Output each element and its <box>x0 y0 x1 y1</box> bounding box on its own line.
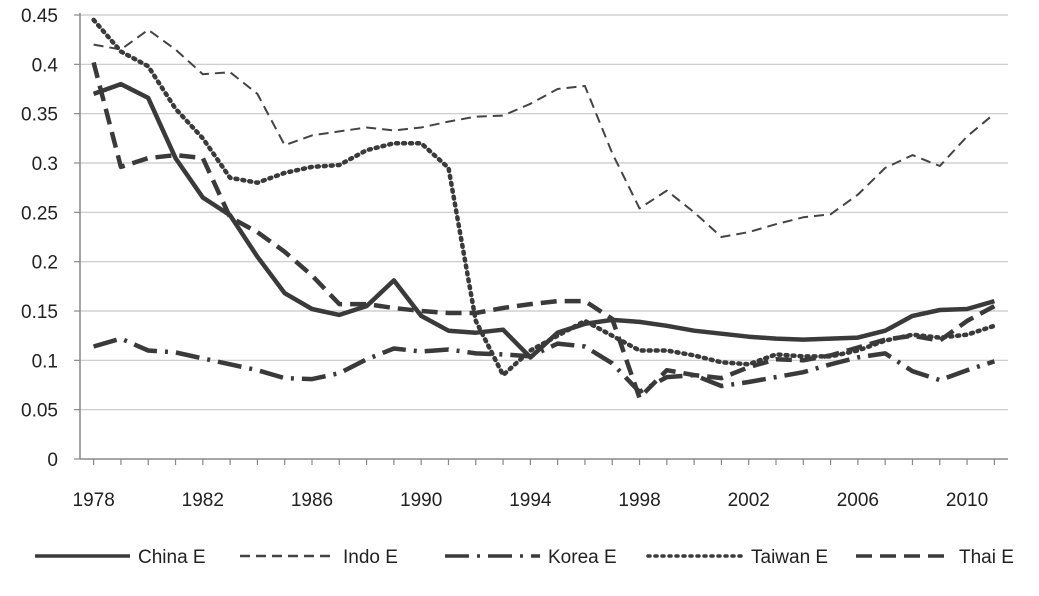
y-tick-label: 0.45 <box>21 6 58 27</box>
x-tick-label: 1978 <box>73 490 115 511</box>
y-tick-label: 0.05 <box>21 401 58 422</box>
legend-label-china-e: China E <box>138 547 206 568</box>
x-tick-label: 2002 <box>728 490 770 511</box>
legend: China E Indo E Korea E Taiwan E Thai E <box>35 547 1014 568</box>
y-tick-label: 0.4 <box>32 55 59 76</box>
data-series <box>91 17 997 401</box>
legend-label-indo-e: Indo E <box>343 547 398 568</box>
x-tick-label: 1990 <box>400 490 442 511</box>
y-tick-label: 0.2 <box>32 253 58 274</box>
y-tick-label: 0.25 <box>21 203 58 224</box>
series-line-china-e <box>92 81 996 360</box>
x-tick-label: 1994 <box>509 490 552 511</box>
legend-label-korea-e: Korea E <box>548 547 617 568</box>
x-tick-label: 1998 <box>618 490 660 511</box>
x-axis-tick-labels: 1978 1982 1986 1990 1994 1998 2002 2006 2010 <box>73 490 989 511</box>
gridlines <box>80 14 1008 411</box>
series-line-thai-e <box>91 61 996 401</box>
legend-label-taiwan-e: Taiwan E <box>751 547 828 568</box>
series-line-taiwan-e <box>91 17 997 378</box>
y-axis-tick-labels: 0 0.05 0.1 0.15 0.2 0.25 0.3 0.35 0.4 0.45 <box>21 6 58 471</box>
series-line-korea-e <box>92 336 996 395</box>
x-tick-label: 1982 <box>182 490 224 511</box>
axes <box>74 13 1008 465</box>
y-tick-label: 0.15 <box>21 302 58 323</box>
x-tick-label: 1986 <box>291 490 333 511</box>
legend-label-thai-e: Thai E <box>959 547 1014 568</box>
x-tick-label: 2010 <box>946 490 988 511</box>
y-tick-label: 0.3 <box>32 154 58 175</box>
series-line-indo-e <box>93 28 996 238</box>
y-tick-label: 0.35 <box>21 105 58 126</box>
y-tick-label: 0 <box>47 450 58 471</box>
x-tick-label: 2006 <box>837 490 879 511</box>
y-tick-label: 0.1 <box>32 351 58 372</box>
